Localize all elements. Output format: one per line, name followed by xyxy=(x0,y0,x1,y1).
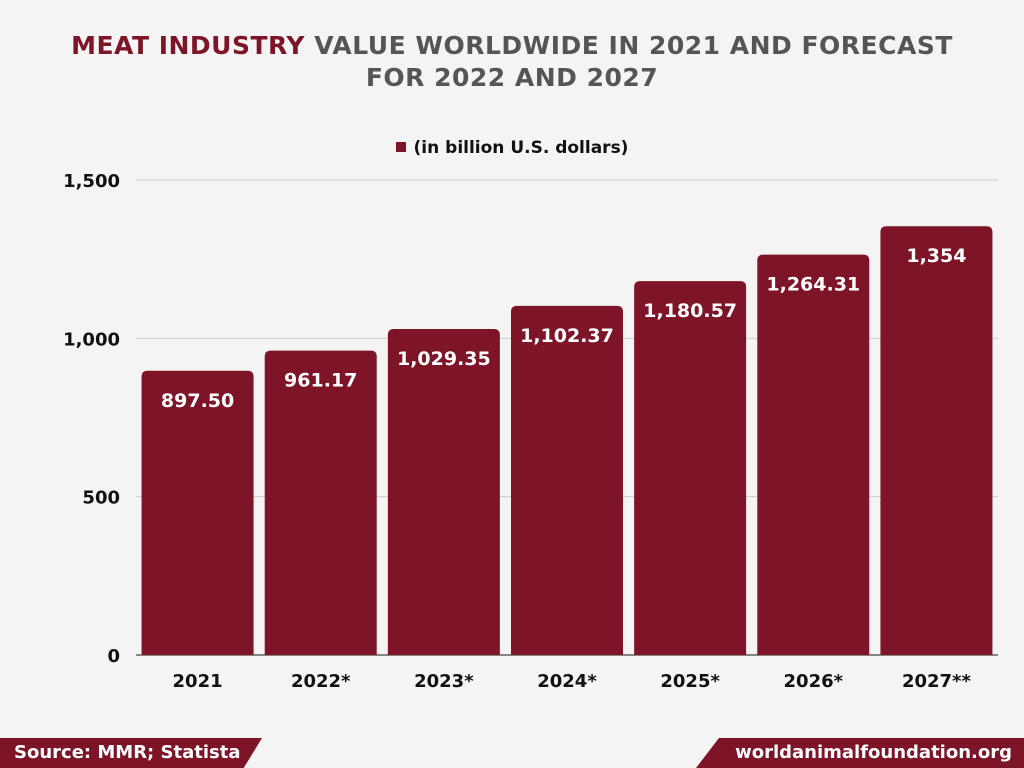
y-tick-label: 1,000 xyxy=(63,329,120,350)
x-tick-label: 2027** xyxy=(902,671,972,692)
x-tick-label: 2025* xyxy=(660,671,720,692)
y-tick-label: 1,500 xyxy=(63,171,120,192)
title-line2: FOR 2022 AND 2027 xyxy=(365,63,659,92)
site-banner[interactable]: worldanimalfoundation.org xyxy=(696,738,1024,768)
x-tick-label: 2022* xyxy=(291,671,351,692)
legend-swatch xyxy=(395,142,406,152)
y-tick-label: 0 xyxy=(107,646,120,667)
data-label: 1,354 xyxy=(906,245,966,267)
bar xyxy=(264,350,377,655)
x-tick-label: 2023* xyxy=(414,671,474,692)
x-tick-label: 2026* xyxy=(784,671,844,692)
data-label: 1,029.35 xyxy=(397,348,491,370)
legend-label: (in billion U.S. dollars) xyxy=(413,138,629,158)
source-banner: Source: MMR; Statista xyxy=(0,738,262,768)
data-label: 1,102.37 xyxy=(520,325,614,347)
bar xyxy=(141,370,254,655)
data-label: 1,264.31 xyxy=(766,274,860,296)
y-tick-label: 500 xyxy=(82,488,120,509)
data-label: 897.50 xyxy=(161,390,234,412)
source-text: Source: MMR; Statista xyxy=(14,742,241,763)
bar xyxy=(634,281,747,655)
title-accent: MEAT INDUSTRY xyxy=(71,31,306,60)
data-label: 1,180.57 xyxy=(643,300,737,322)
bar xyxy=(880,226,993,655)
x-tick-label: 2024* xyxy=(537,671,597,692)
title-rest: VALUE WORLDWIDE IN 2021 AND FORECAST xyxy=(314,31,953,60)
bar xyxy=(757,254,870,655)
bar xyxy=(511,305,623,655)
chart-title: MEAT INDUSTRY VALUE WORLDWIDE IN 2021 AN… xyxy=(0,30,1024,94)
chart-legend: (in billion U.S. dollars) xyxy=(0,138,1024,158)
x-tick-label: 2021 xyxy=(173,671,223,692)
bar xyxy=(387,329,500,655)
data-label: 961.17 xyxy=(284,370,357,392)
site-link[interactable]: worldanimalfoundation.org xyxy=(735,742,1012,763)
